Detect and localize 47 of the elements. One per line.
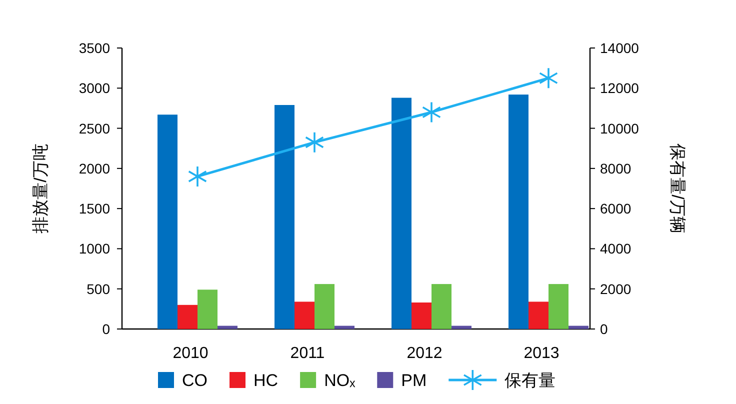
- y2-axis-title: 保有量/万辆: [668, 144, 687, 234]
- y2-tick-label: 6000: [600, 200, 632, 217]
- y-tick-label: 3500: [78, 40, 110, 56]
- y2-tick-label: 4000: [600, 240, 632, 257]
- bar: [178, 304, 198, 329]
- y2-tick-label: 0: [600, 321, 608, 337]
- x-tick-label: 2013: [524, 345, 560, 362]
- y2-tick-label: 10000: [600, 120, 640, 136]
- y-tick-label: 2000: [78, 160, 110, 176]
- legend-label: 保有量: [504, 371, 556, 390]
- y-tick-label: 1500: [78, 200, 110, 217]
- y-axis-title: 排放量/万吨: [31, 144, 50, 234]
- bar: [294, 302, 314, 329]
- point: [188, 166, 208, 188]
- bar: [508, 94, 528, 329]
- y2-tick-label: 12000: [600, 80, 640, 96]
- bar: [452, 326, 472, 329]
- bar: [274, 105, 294, 329]
- bar: [198, 290, 218, 329]
- y2-tick-label: 8000: [600, 160, 632, 176]
- point: [422, 101, 442, 124]
- x-tick-label: 2010: [172, 345, 208, 362]
- legend-label: HC: [254, 371, 278, 390]
- legend-label: NOₓ: [324, 371, 356, 390]
- bar: [568, 326, 588, 329]
- x-tick-label: 2012: [406, 345, 442, 362]
- point: [538, 67, 558, 90]
- y-tick-label: 3000: [78, 80, 110, 96]
- y-tick-label: 1000: [78, 240, 110, 257]
- y-tick-label: 0: [102, 321, 110, 337]
- y2-tick-label: 2000: [600, 280, 632, 297]
- bar: [548, 284, 568, 329]
- bar: [528, 302, 548, 329]
- bar: [158, 114, 178, 329]
- point: [304, 131, 324, 154]
- y2-tick-label: 14000: [600, 40, 640, 56]
- y-tick-label: 2500: [78, 120, 110, 136]
- legend-label: CO: [182, 371, 208, 390]
- bar: [218, 326, 238, 329]
- bar: [334, 326, 354, 329]
- y-tick-label: 500: [86, 280, 110, 297]
- bar: [314, 284, 334, 329]
- bar: [392, 98, 412, 329]
- x-tick-label: 2011: [290, 345, 325, 362]
- legend-label: PM: [401, 371, 427, 390]
- bar: [412, 302, 432, 329]
- bar: [432, 284, 452, 329]
